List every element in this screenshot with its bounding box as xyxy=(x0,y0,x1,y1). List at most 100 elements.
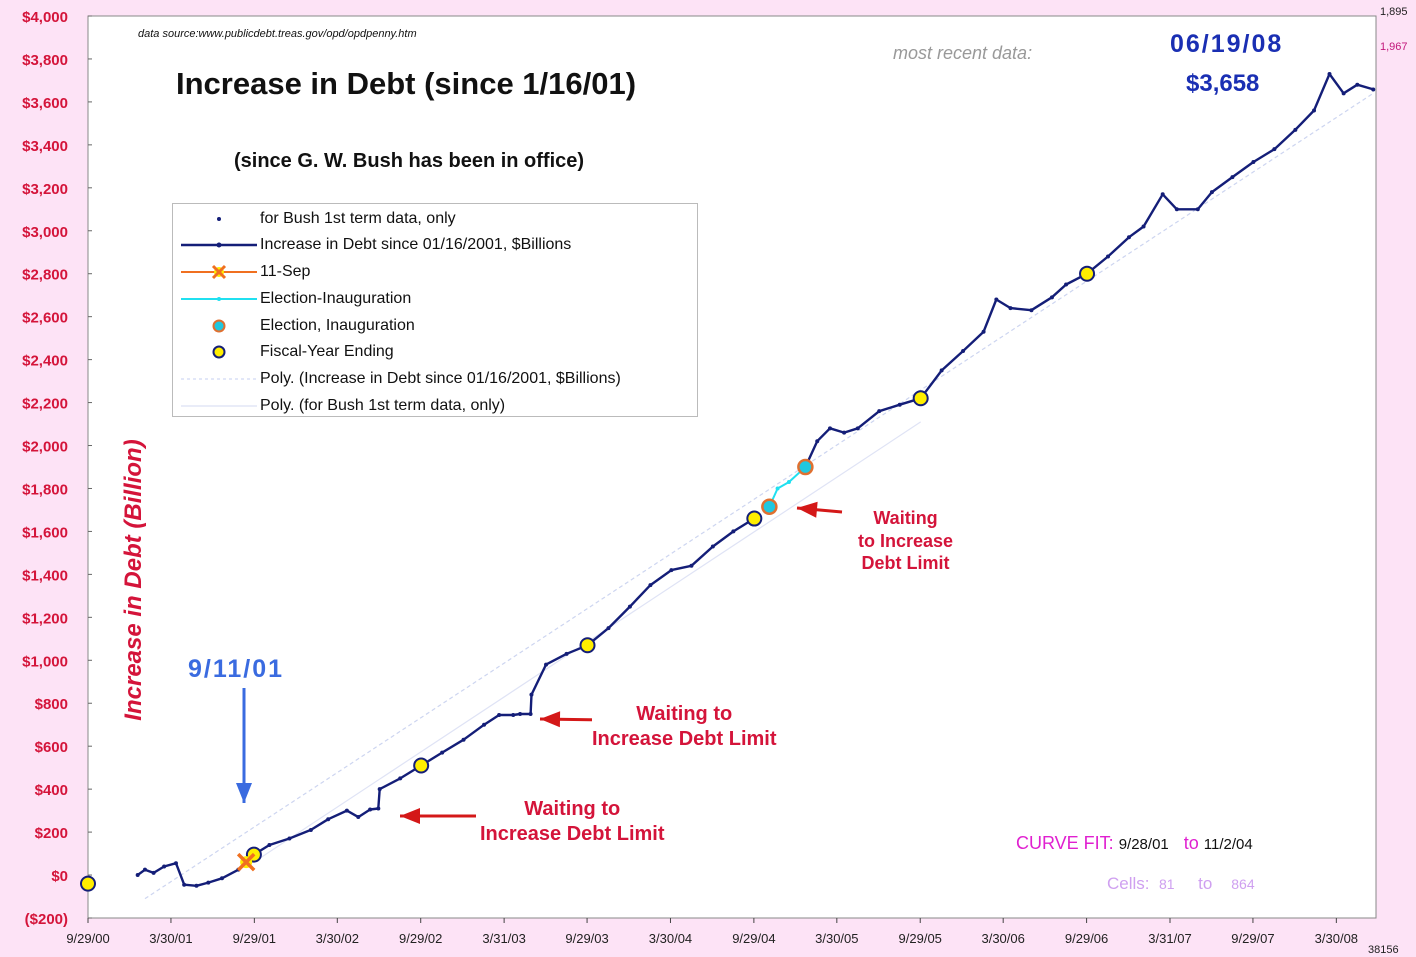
data-point xyxy=(267,842,272,847)
waiting-annotation-3: Waiting to Increase Debt Limit xyxy=(858,507,954,575)
x-tick-label: 9/29/06 xyxy=(1065,931,1108,946)
data-point xyxy=(194,883,199,888)
data-point xyxy=(461,737,466,742)
data-point xyxy=(1371,87,1376,92)
data-point xyxy=(710,544,715,549)
cells-note: Cells: 81 to 864 xyxy=(1107,874,1255,894)
most-recent-date: 06/19/08 xyxy=(1170,30,1284,58)
data-point xyxy=(1272,147,1277,152)
fiscal-year-marker xyxy=(413,757,430,774)
waiting-arrow-1-head xyxy=(400,808,420,824)
legend-cyan-line-icon xyxy=(181,297,257,301)
fiscal-year-marker xyxy=(1079,265,1096,282)
y-tick-label: $3,400 xyxy=(22,138,68,155)
legend-label: Increase in Debt since 01/16/2001, $Bill… xyxy=(260,236,572,253)
y-tick-label: $2,600 xyxy=(22,310,68,327)
data-point xyxy=(1160,192,1165,197)
legend-faint-line-icon xyxy=(181,378,257,380)
data-point xyxy=(1064,282,1069,287)
waiting-annotation-1-line1: Waiting to xyxy=(524,798,621,820)
waiting-arrow-2-head xyxy=(540,711,561,728)
curve-fit-to-label: to xyxy=(1183,833,1199,853)
legend-label: for Bush 1st term data, only xyxy=(260,210,456,227)
curve-fit-from: 9/28/01 xyxy=(1118,836,1169,853)
legend-orange-x-icon xyxy=(181,264,257,280)
data-source-note: data source:www.publicdebt.treas.gov/opd… xyxy=(138,28,417,40)
data-point xyxy=(142,867,147,872)
corner-number-top-2: 1,967 xyxy=(1380,41,1408,53)
x-tick-label: 9/29/02 xyxy=(399,931,442,946)
data-point xyxy=(482,722,487,727)
data-point xyxy=(1251,160,1256,165)
legend-label: Poly. (for Bush 1st term data, only) xyxy=(260,397,506,414)
waiting-annotation-2: Waiting to Increase Debt Limit xyxy=(592,702,777,752)
most-recent-label: most recent data: xyxy=(893,43,1033,63)
curve-fit-to: 11/2/04 xyxy=(1203,836,1253,853)
data-point xyxy=(786,480,791,485)
y-tick-label: $800 xyxy=(35,696,68,713)
data-point xyxy=(1312,108,1317,113)
data-point xyxy=(939,368,944,373)
data-point xyxy=(1141,224,1146,229)
data-point xyxy=(1195,207,1200,212)
x-tick-label: 3/31/07 xyxy=(1148,931,1191,946)
x-tick-label: 3/30/01 xyxy=(149,931,192,946)
legend-item-election-inauguration-line: Election-Inauguration xyxy=(173,286,693,312)
fiscal-year-marker xyxy=(579,637,596,654)
data-point xyxy=(827,426,832,431)
legend-item-debt-series: Increase in Debt since 01/16/2001, $Bill… xyxy=(173,232,693,258)
data-point xyxy=(689,563,694,568)
x-tick-label: 3/30/02 xyxy=(316,931,359,946)
cells-to: 864 xyxy=(1231,876,1255,892)
data-point xyxy=(173,861,178,866)
data-point xyxy=(1106,254,1111,259)
legend-item-bush-first-term: for Bush 1st term data, only xyxy=(173,206,693,232)
y-axis-label: Increase in Debt (Billion) xyxy=(120,439,147,721)
data-point xyxy=(855,426,860,431)
data-point xyxy=(606,626,611,631)
chart-title: Increase in Debt (since 1/16/01) xyxy=(172,66,641,102)
plot-area xyxy=(87,15,1377,919)
curve-fit-note: CURVE FIT: 9/28/01 to 11/2/04 xyxy=(1016,833,1253,854)
legend-label: Fiscal-Year Ending xyxy=(260,343,394,360)
data-point xyxy=(398,776,403,781)
legend-item-sep11: 11-Sep xyxy=(173,259,693,285)
data-point xyxy=(308,827,313,832)
sep11-label: 9/11/01 xyxy=(188,655,285,683)
y-axis-ticks: ($200) $0 $200 $400 $600 $800 $1,000 $1,200 $1,4… xyxy=(22,9,92,928)
y-tick-label: $2,800 xyxy=(22,267,68,284)
waiting-annotation-3-line3: Debt Limit xyxy=(861,553,950,573)
y-tick-label: $3,600 xyxy=(22,95,68,112)
data-point xyxy=(377,787,382,792)
data-point xyxy=(544,662,549,667)
data-point xyxy=(1008,306,1013,311)
data-point xyxy=(648,583,653,588)
y-tick-label: $200 xyxy=(35,825,68,842)
data-point xyxy=(994,297,999,302)
y-tick-label: $1,200 xyxy=(22,610,68,627)
y-tick-label: $600 xyxy=(35,739,68,756)
legend-item-poly-bush: Poly. (for Bush 1st term data, only) xyxy=(173,393,693,419)
legend-navy-line-icon xyxy=(181,242,257,248)
legend-item-election-inauguration: Election, Inauguration xyxy=(173,313,693,339)
data-point xyxy=(518,711,523,716)
y-tick-label: $1,800 xyxy=(22,481,68,498)
waiting-annotation-2-line1: Waiting to xyxy=(636,703,733,725)
y-tick-label: $3,000 xyxy=(22,224,68,241)
x-tick-label: 9/29/03 xyxy=(565,931,608,946)
cells-to-label: to xyxy=(1198,874,1213,893)
data-point xyxy=(1355,82,1360,87)
y-tick-label: $1,000 xyxy=(22,653,68,670)
x-tick-label: 3/31/03 xyxy=(482,931,525,946)
legend-label: Election-Inauguration xyxy=(260,290,412,307)
data-point xyxy=(564,651,569,656)
y-tick-label: $0 xyxy=(51,868,68,885)
waiting-annotation-3-line2: to Increase xyxy=(858,530,954,551)
data-point xyxy=(842,430,847,435)
data-point xyxy=(135,873,140,878)
data-point xyxy=(815,439,820,444)
legend-item-poly-debt: Poly. (Increase in Debt since 01/16/2001… xyxy=(173,366,693,392)
data-point xyxy=(206,880,211,885)
data-point xyxy=(162,864,167,869)
